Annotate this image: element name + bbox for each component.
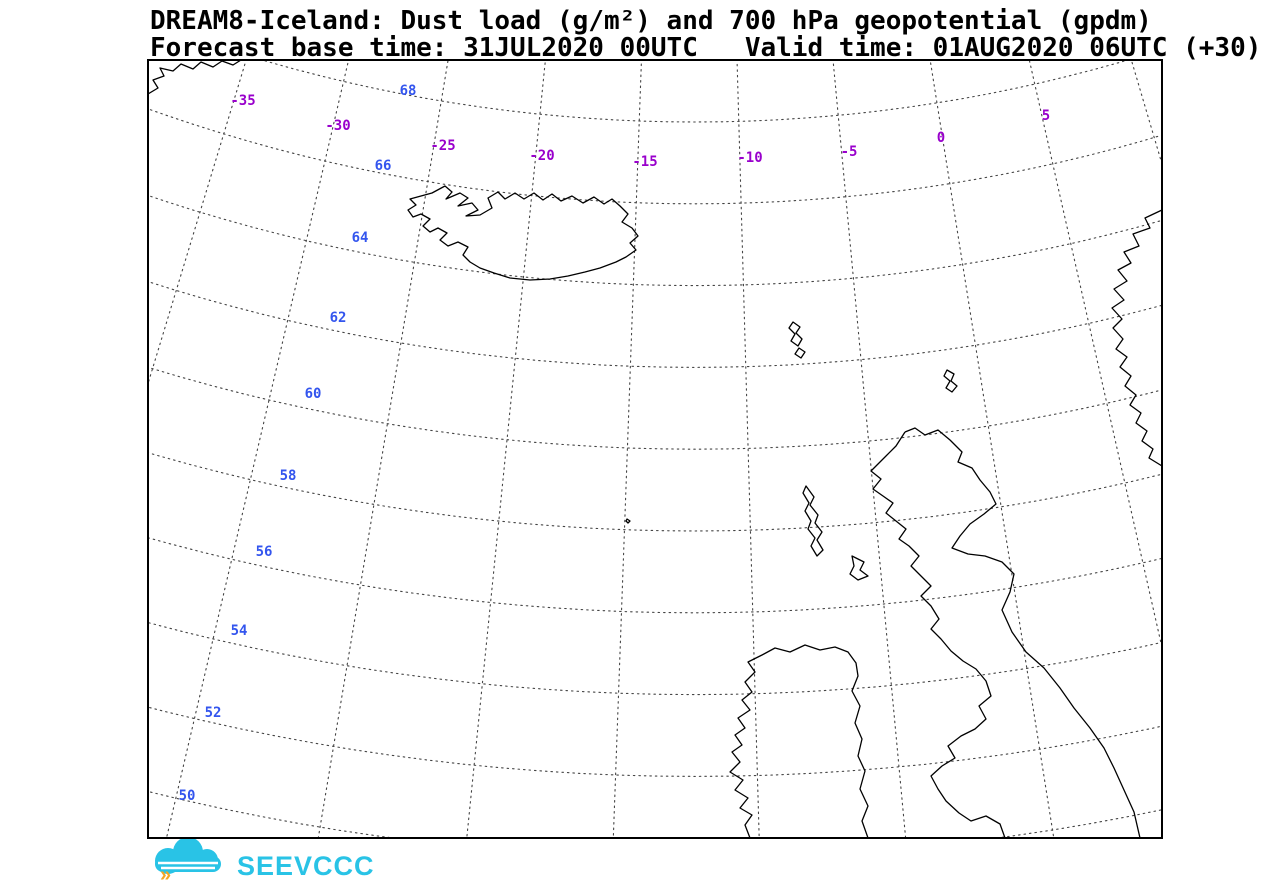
parallel-50 [148,790,1162,838]
meridian-5 [1028,60,1162,650]
lon-label: -5 [841,144,858,160]
parallel-58 [148,452,1162,532]
coastline-shetland [943,369,958,393]
lat-label: 54 [231,623,248,639]
lat-label: 60 [305,386,322,402]
coastline-islet [625,518,631,524]
parallel-56 [148,537,1162,614]
coastline-ireland [729,644,869,838]
lon-label: -25 [430,138,455,154]
coastline-britain [870,427,1141,838]
coastline-faroe [788,321,806,359]
lon-label: -10 [737,150,762,166]
parallel-66 [148,108,1162,205]
lat-label: 62 [330,310,347,326]
forecast-time-line: Forecast base time: 31JUL2020 00UTC Vali… [150,33,1262,63]
logo-arrow-icon: » [160,864,171,885]
lat-label: 52 [205,705,222,721]
coastline-greenland [148,60,242,95]
meridian--40 [0,0,193,885]
grid-labels: -35 -30 -25 -20 -15 -10 -5 0 5 68 66 64 62 60 58 56 54 52… [179,83,1051,804]
title-block: DREAM8-Iceland: Dust load (g/m²) and 700… [150,8,1261,62]
meridian-10 [1130,60,1162,166]
cloud-icon [155,837,221,874]
meridian--25 [317,60,449,838]
parallel-60 [148,366,1162,450]
map-title: DREAM8-Iceland: Dust load (g/m²) and 700… [150,6,1152,36]
lat-label: 50 [179,788,196,804]
coastline-hebrides [802,485,869,581]
logo-text: SEEVCCC [237,851,375,881]
parallel-52 [148,706,1162,777]
parallel-54 [148,622,1162,696]
lat-label: 64 [352,230,369,246]
lat-label: 58 [280,468,297,484]
lon-label: -30 [325,118,350,134]
lon-label: -20 [529,148,554,164]
parallel-68 [260,60,1130,123]
parallel-64 [148,194,1162,287]
logo: » SEEVCCC [155,837,375,885]
meridian--20 [466,60,546,838]
meridian--5 [832,60,907,838]
lon-label: 0 [937,130,945,146]
map-frame [147,59,1163,839]
coastlines [148,60,1162,838]
lat-label: 66 [375,158,392,174]
lat-label: 68 [400,83,417,99]
meridian--35 [148,60,247,386]
coastline-norway [1111,209,1162,467]
lat-label: 56 [256,544,273,560]
coastline-iceland [407,185,639,281]
lon-label: 5 [1042,108,1050,124]
parallel-62 [148,281,1162,368]
lon-label: -35 [230,93,255,109]
meridian--10 [736,60,760,838]
lon-label: -15 [632,154,657,170]
